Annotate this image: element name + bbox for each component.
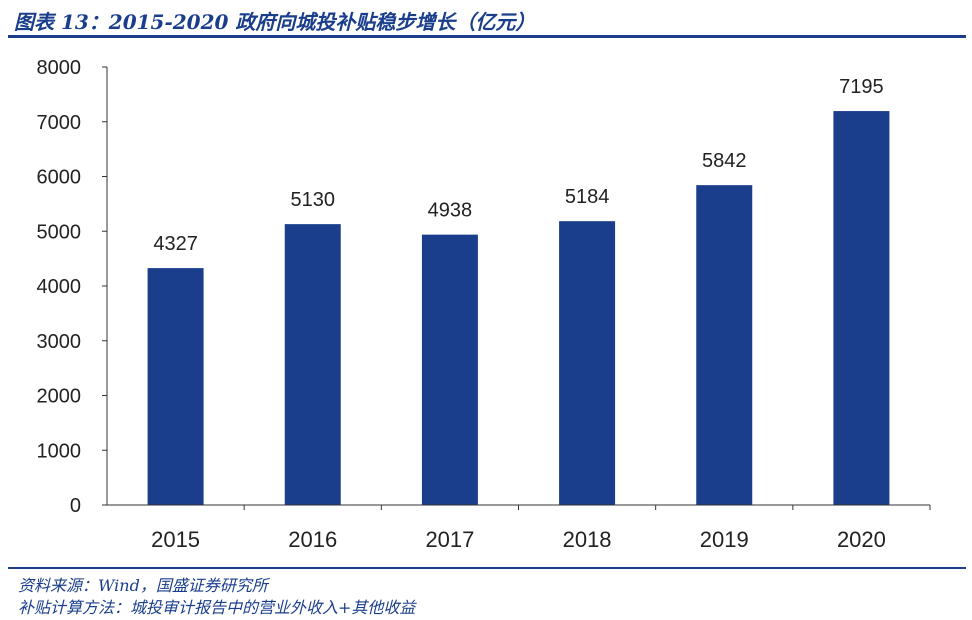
- y-axis-ticks: 0 1000 2000 3000 4000 5000 6000 7000 8000: [37, 57, 107, 517]
- y-tick-label: 1000: [37, 440, 82, 462]
- data-label: 4938: [428, 200, 473, 222]
- footer-rule: [8, 567, 966, 569]
- y-tick-label: 6000: [37, 167, 82, 189]
- y-tick-label: 5000: [37, 221, 82, 243]
- data-label: 7195: [839, 76, 884, 98]
- x-tick-label: 2018: [563, 527, 612, 552]
- data-label: 5184: [565, 186, 610, 208]
- bar-2018: [559, 221, 616, 505]
- x-tick-label: 2020: [837, 527, 886, 552]
- bar-2019: [696, 185, 753, 505]
- header-rule: [8, 35, 966, 38]
- method-note: 补贴计算方法：城投审计报告中的营业外收入+其他收益: [18, 598, 416, 617]
- bar-2020: [833, 111, 890, 505]
- bar-chart: 0 1000 2000 3000 4000 5000 6000 7000 8000 4327 51…: [37, 57, 931, 552]
- y-tick-label: 0: [70, 495, 81, 517]
- data-labels: 4327 5130 4938 5184 5842 7195: [153, 76, 883, 255]
- bar-series: [147, 111, 890, 505]
- bar-2016: [284, 224, 341, 505]
- x-tick-label: 2015: [151, 527, 200, 552]
- y-tick-label: 2000: [37, 386, 82, 408]
- chart-title: 图表 13：2015-2020 政府向城投补贴稳步增长（亿元）: [14, 10, 536, 34]
- y-tick-label: 7000: [37, 112, 82, 134]
- source-note: 资料来源：Wind，国盛证券研究所: [18, 576, 268, 595]
- y-tick-label: 8000: [37, 57, 82, 79]
- y-tick-label: 3000: [37, 331, 82, 353]
- x-axis-ticks: 2015 2016 2017 2018 2019 2020: [151, 505, 931, 552]
- bar-2015: [147, 268, 204, 505]
- data-label: 5842: [702, 150, 747, 172]
- x-tick-label: 2017: [425, 527, 474, 552]
- bar-2017: [421, 234, 478, 505]
- data-label: 4327: [153, 233, 198, 255]
- data-label: 5130: [291, 189, 336, 211]
- x-tick-label: 2016: [288, 527, 337, 552]
- y-tick-label: 4000: [37, 276, 82, 298]
- x-tick-label: 2019: [700, 527, 749, 552]
